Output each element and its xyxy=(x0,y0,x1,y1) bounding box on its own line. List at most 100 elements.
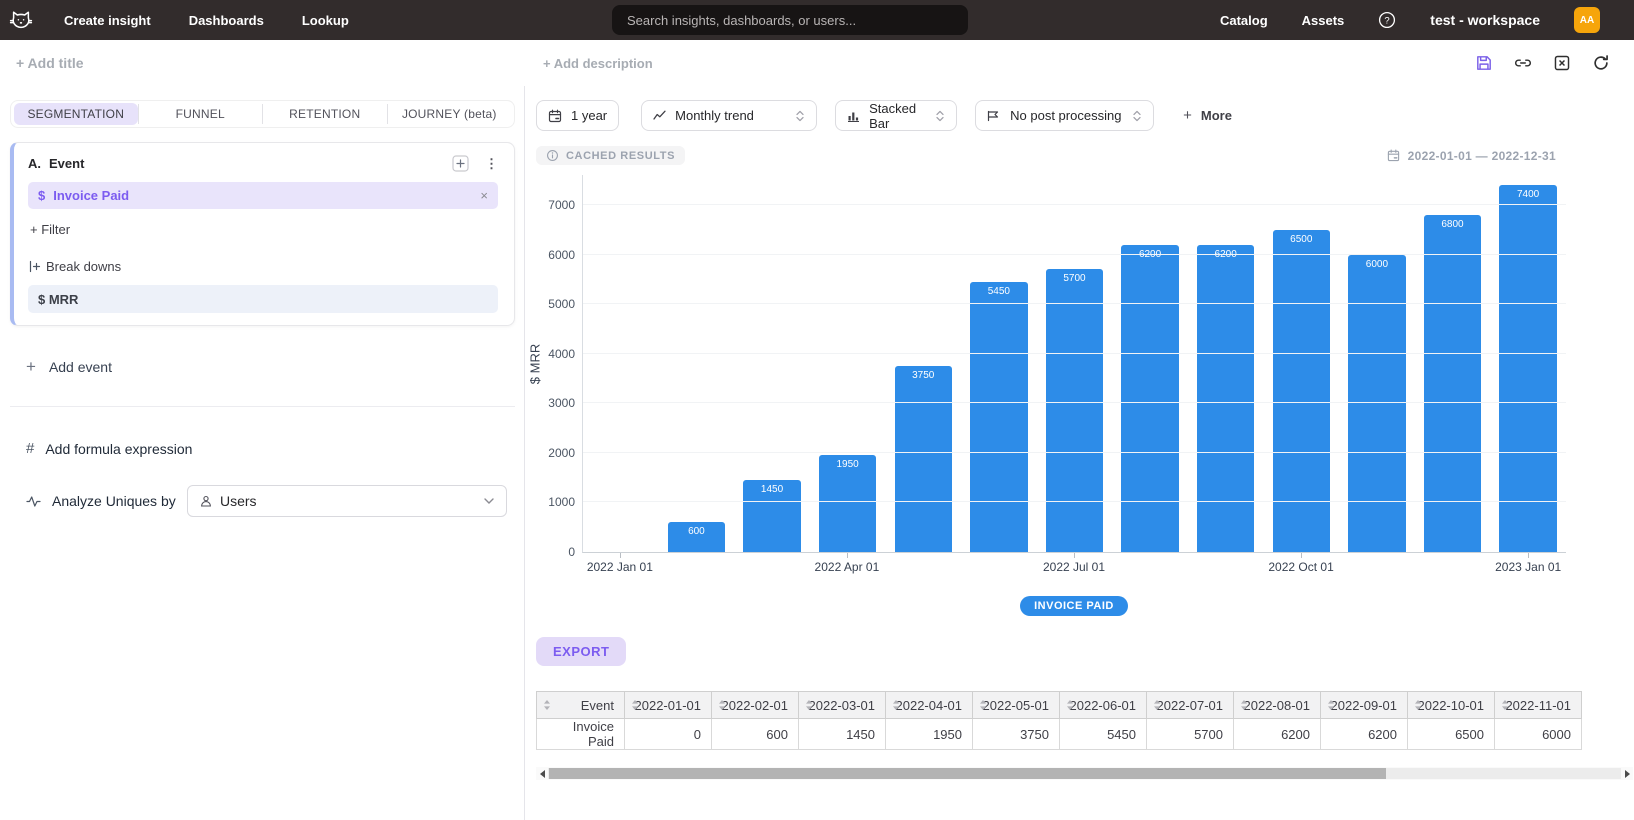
sort-icon[interactable] xyxy=(1327,699,1335,711)
y-tick-label: 2000 xyxy=(548,445,575,460)
nav-assets[interactable]: Assets xyxy=(1301,12,1345,28)
bar-2022-07-01[interactable]: 5700 xyxy=(1045,269,1104,552)
y-tick-label: 7000 xyxy=(548,198,575,212)
add-formula-button[interactable]: # Add formula expression xyxy=(26,440,515,457)
user-avatar[interactable]: AA xyxy=(1574,7,1600,33)
analyze-by-select[interactable]: Users xyxy=(187,485,507,517)
sort-icon[interactable] xyxy=(805,699,813,711)
scrollbar-thumb[interactable] xyxy=(549,768,1386,779)
bar-2022-05-01[interactable]: 3750 xyxy=(894,366,952,552)
copy-link-icon[interactable] xyxy=(1514,54,1532,72)
breakdown-value-row[interactable]: $ MRR xyxy=(28,285,498,313)
cell-value: 1950 xyxy=(885,718,973,750)
sort-icon[interactable] xyxy=(1240,699,1248,711)
sort-icon[interactable] xyxy=(543,699,551,711)
add-filter-button[interactable]: + Filter xyxy=(30,222,71,237)
chevron-down-icon xyxy=(484,498,494,504)
search-input[interactable] xyxy=(625,11,955,29)
tab-funnel[interactable]: FUNNEL xyxy=(175,107,225,121)
analysis-tabs: SEGMENTATION FUNNEL RETENTION JOURNEY (b… xyxy=(10,100,515,128)
nav-dashboards[interactable]: Dashboards xyxy=(188,12,264,28)
analyze-uniques-label: Analyze Uniques by xyxy=(52,493,176,509)
selected-event-name: Invoice Paid xyxy=(53,188,130,203)
sort-icon[interactable] xyxy=(979,699,987,711)
workspace-name[interactable]: test - workspace xyxy=(1430,12,1540,28)
analyze-uniques-row: Analyze Uniques by Users xyxy=(26,485,515,517)
bar-value-label: 6500 xyxy=(1290,233,1313,245)
cell-value: 5700 xyxy=(1146,718,1234,750)
x-tick-mark xyxy=(1528,553,1530,558)
bar-2022-02-01[interactable]: 600 xyxy=(667,522,726,552)
post-processing-select[interactable]: No post processing xyxy=(975,100,1155,131)
tab-journey[interactable]: JOURNEY (beta) xyxy=(401,107,497,121)
selected-event-row[interactable]: $ Invoice Paid × xyxy=(28,182,498,209)
add-event-button[interactable]: + Add event xyxy=(26,358,515,375)
sort-icon[interactable] xyxy=(1414,699,1422,711)
column-header-2022-10-01[interactable]: 2022-10-01 xyxy=(1407,691,1495,719)
svg-text:?: ? xyxy=(1385,15,1390,26)
refresh-icon[interactable] xyxy=(1592,54,1610,72)
nav-lookup[interactable]: Lookup xyxy=(301,12,349,28)
remove-event-icon[interactable]: × xyxy=(480,188,488,203)
bar-2022-06-01[interactable]: 5450 xyxy=(970,281,1028,552)
bar-2023-01-01[interactable]: 7400 xyxy=(1499,185,1557,552)
scrollbar-track[interactable] xyxy=(548,768,1621,779)
bar-2022-08-01[interactable]: 6200 xyxy=(1121,244,1179,552)
column-header-Event[interactable]: Event xyxy=(536,691,625,719)
tab-segmentation[interactable]: SEGMENTATION xyxy=(14,103,138,125)
column-header-2022-03-01[interactable]: 2022-03-01 xyxy=(798,691,886,719)
nav-catalog[interactable]: Catalog xyxy=(1219,12,1268,28)
bar-2022-10-01[interactable]: 6500 xyxy=(1272,229,1331,552)
bar-2022-03-01[interactable]: 1450 xyxy=(743,480,801,552)
column-header-2022-09-01[interactable]: 2022-09-01 xyxy=(1320,691,1408,719)
cell-value: 3750 xyxy=(972,718,1060,750)
save-icon[interactable] xyxy=(1475,54,1493,72)
sort-icon[interactable] xyxy=(892,699,900,711)
y-tick-label: 0 xyxy=(568,545,575,559)
column-header-2022-07-01[interactable]: 2022-07-01 xyxy=(1146,691,1234,719)
column-header-2022-05-01[interactable]: 2022-05-01 xyxy=(972,691,1060,719)
event-menu-icon[interactable]: ⋮ xyxy=(485,155,498,171)
app-logo-cat-icon[interactable] xyxy=(8,7,34,33)
legend-invoice-paid[interactable]: INVOICE PAID xyxy=(1020,596,1128,616)
breakdowns-button[interactable]: Break downs xyxy=(29,259,498,274)
sort-icon[interactable] xyxy=(1066,699,1074,711)
help-icon[interactable]: ? xyxy=(1378,11,1396,29)
trend-select[interactable]: Monthly trend xyxy=(641,100,818,131)
global-search[interactable] xyxy=(612,5,968,35)
clear-box-icon[interactable] xyxy=(1553,54,1571,72)
chart-type-select[interactable]: Stacked Bar xyxy=(835,100,958,131)
tab-separator xyxy=(262,104,263,124)
add-description-button[interactable]: + Add description xyxy=(543,55,653,71)
column-header-2022-06-01[interactable]: 2022-06-01 xyxy=(1059,691,1147,719)
horizontal-scrollbar[interactable] xyxy=(536,767,1633,780)
bar-slot: 6200 xyxy=(1112,175,1188,552)
date-range-button[interactable]: 1 year xyxy=(536,100,620,131)
bar-2022-04-01[interactable]: 1950 xyxy=(818,455,877,552)
top-nav-bar: Create insight Dashboards Lookup Catalog… xyxy=(0,0,1634,40)
duplicate-event-icon[interactable] xyxy=(452,155,469,172)
bar-2022-09-01[interactable]: 6200 xyxy=(1196,244,1255,552)
scroll-left-icon[interactable] xyxy=(536,768,548,780)
export-button[interactable]: EXPORT xyxy=(536,637,627,666)
sort-icon[interactable] xyxy=(1501,699,1509,711)
post-processing-value: No post processing xyxy=(1010,108,1122,123)
column-header-2022-02-01[interactable]: 2022-02-01 xyxy=(711,691,799,719)
add-title-button[interactable]: + Add title xyxy=(16,55,84,71)
tab-retention[interactable]: RETENTION xyxy=(289,107,361,121)
scroll-right-icon[interactable] xyxy=(1621,768,1633,780)
column-header-2022-11-01[interactable]: 2022-11-01 xyxy=(1494,691,1582,719)
column-header-2022-08-01[interactable]: 2022-08-01 xyxy=(1233,691,1321,719)
nav-create-insight[interactable]: Create insight xyxy=(64,12,151,28)
column-header-2022-04-01[interactable]: 2022-04-01 xyxy=(885,691,973,719)
gridline xyxy=(583,402,1566,404)
column-header-2022-01-01[interactable]: 2022-01-01 xyxy=(624,691,712,719)
bar-chart: $ MRR 6001450195037505450570062006200650… xyxy=(528,175,1566,616)
sort-icon[interactable] xyxy=(718,699,726,711)
insight-toolbar: + Add title + Add description xyxy=(0,40,1634,86)
more-options-button[interactable]: + More xyxy=(1183,107,1232,124)
sort-icon[interactable] xyxy=(631,699,639,711)
sort-icon[interactable] xyxy=(1153,699,1161,711)
x-tick-label: 2023 Jan 01 xyxy=(1495,560,1562,574)
bar-2022-12-01[interactable]: 6800 xyxy=(1423,214,1482,552)
